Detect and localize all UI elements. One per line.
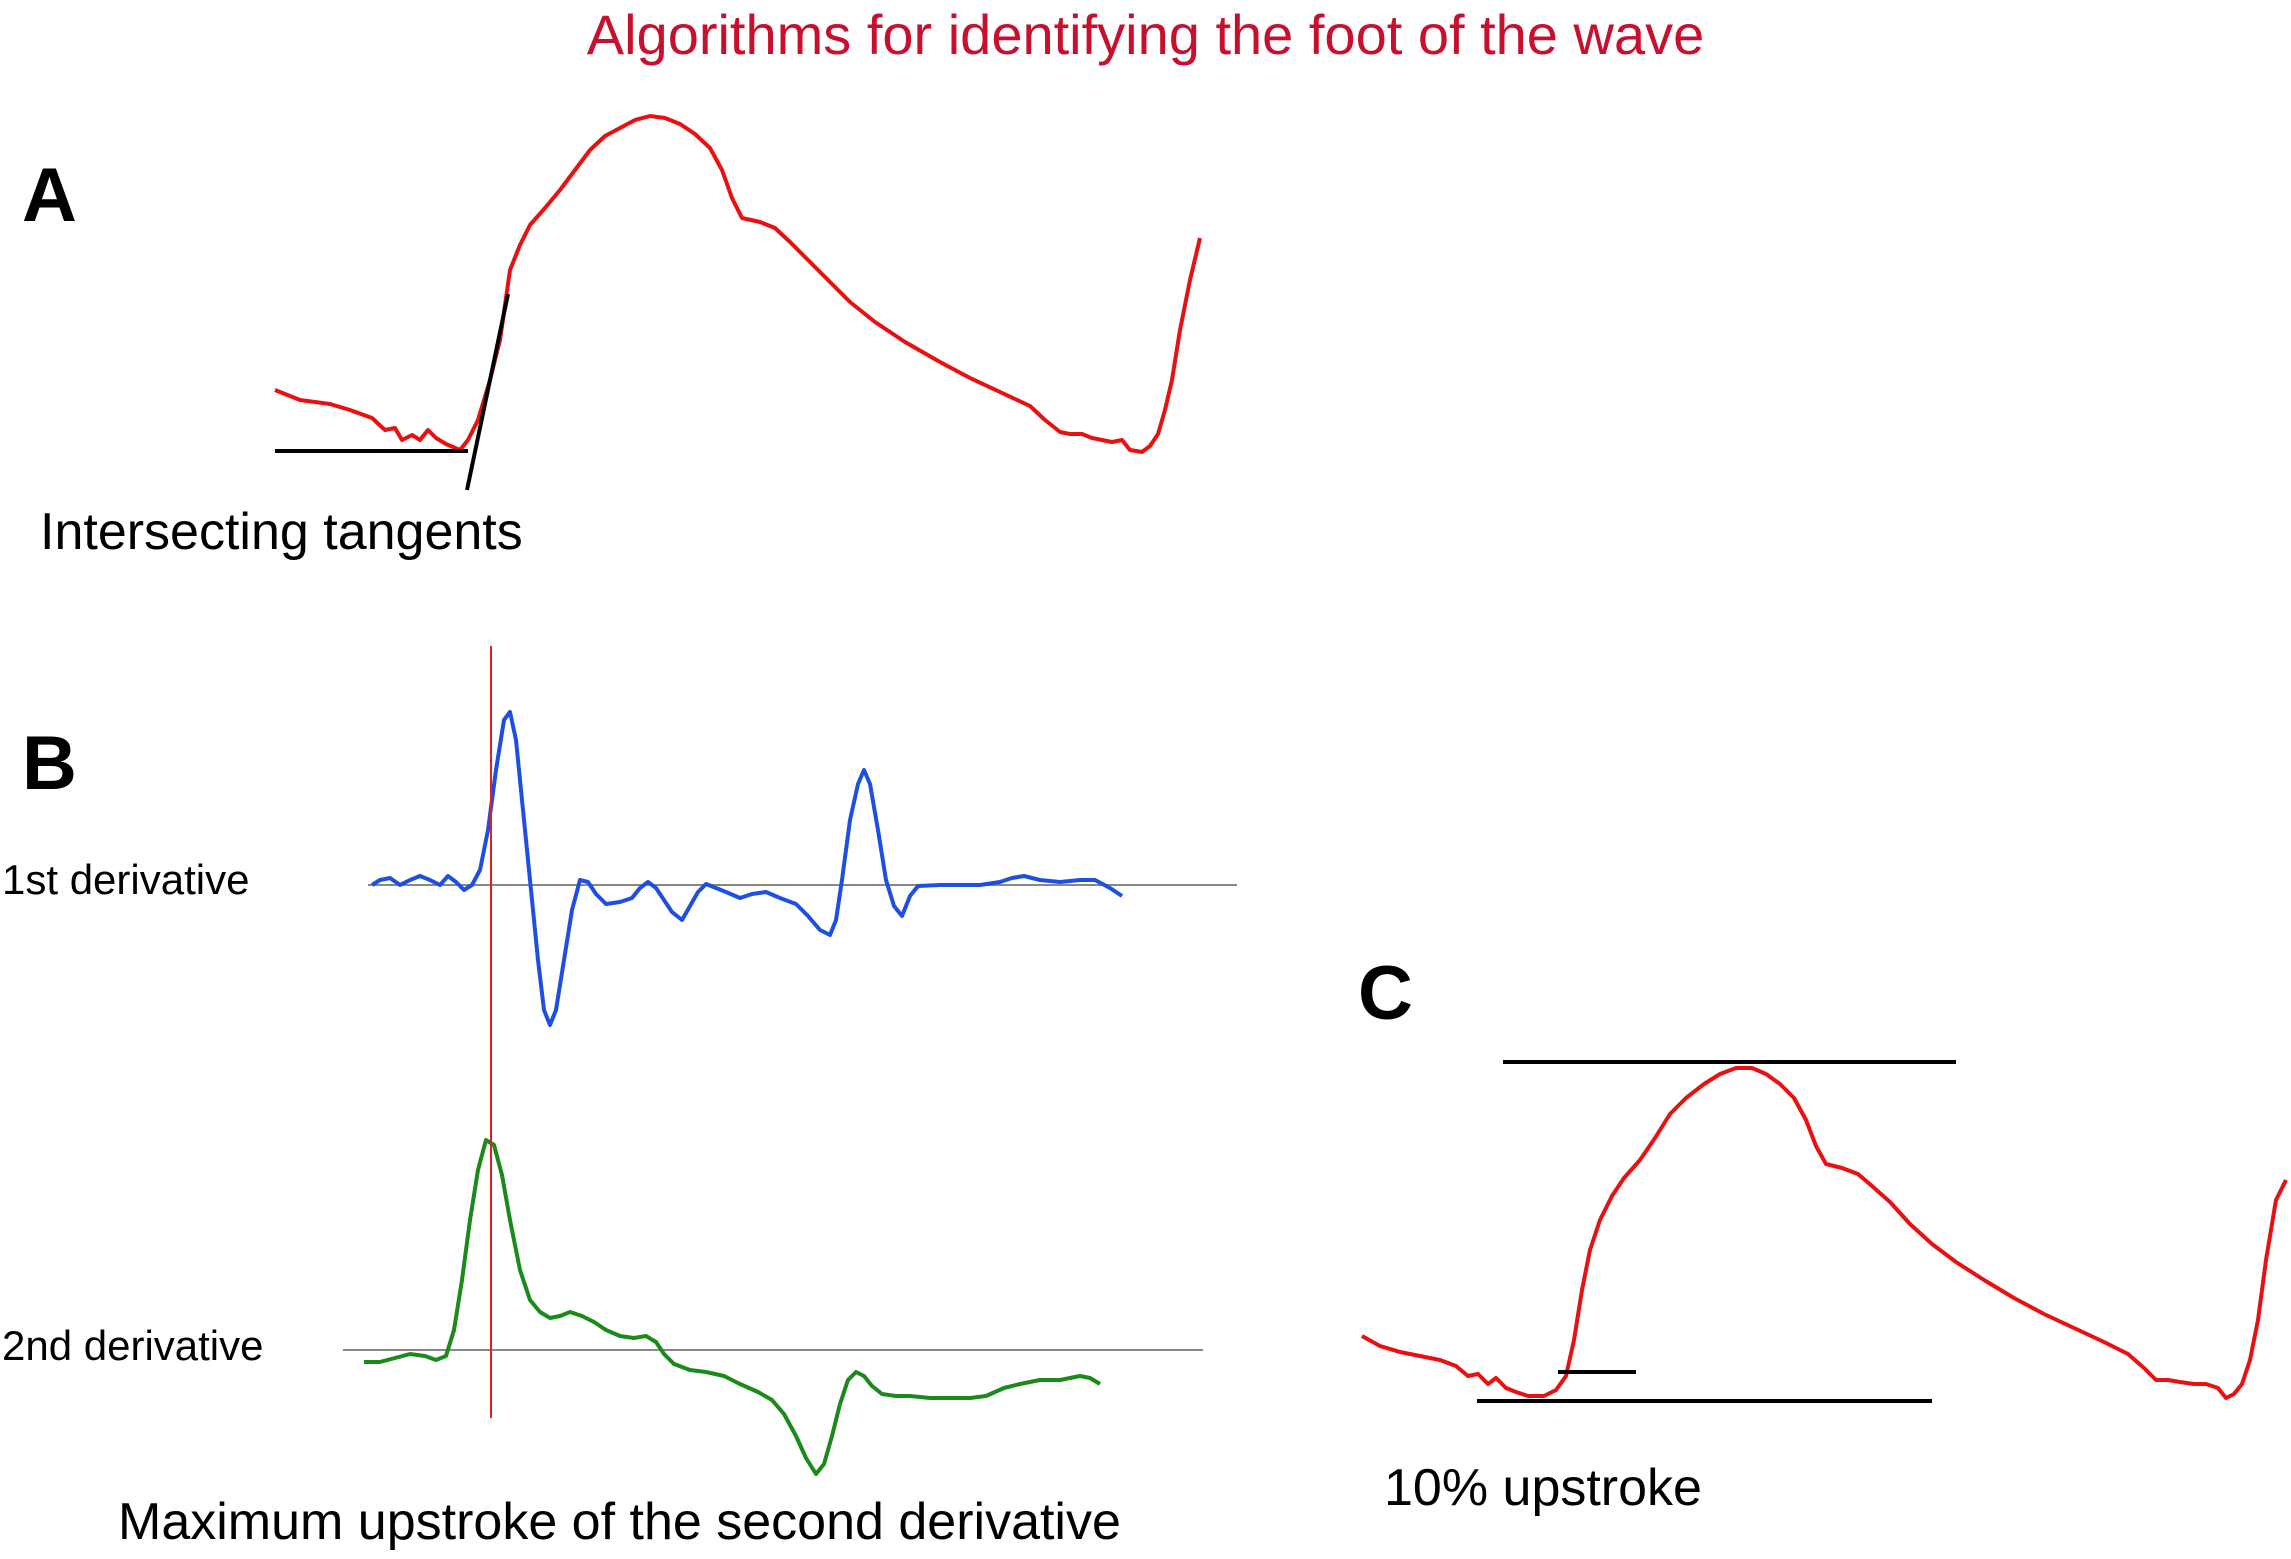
second-derivative-label: 2nd derivative	[2, 1322, 264, 1369]
panel-b-graphic	[343, 646, 1237, 1476]
panel-c-graphic	[1361, 1060, 2288, 1403]
panel-c-caption: 10% upstroke	[1384, 1459, 1702, 1517]
panel-a-upstroke-tangent	[465, 293, 510, 491]
panel-c-pressure-wave	[1361, 1066, 2288, 1400]
panel-c-letter: C	[1358, 951, 1413, 1036]
panel-a-letter: A	[22, 153, 77, 238]
first-derivative-label: 1st derivative	[2, 856, 250, 903]
panel-b-letter: B	[22, 721, 77, 806]
second-derivative-curve	[364, 1138, 1102, 1476]
first-derivative-curve	[370, 710, 1124, 1027]
figure-title: Algorithms for identifying the foot of t…	[586, 3, 1705, 66]
panel-a-pressure-wave	[274, 114, 1202, 454]
panel-b-caption: Maximum upstroke of the second derivativ…	[118, 1493, 1121, 1551]
panel-a-caption: Intersecting tangents	[40, 503, 523, 561]
panel-a-graphic	[274, 114, 1202, 491]
